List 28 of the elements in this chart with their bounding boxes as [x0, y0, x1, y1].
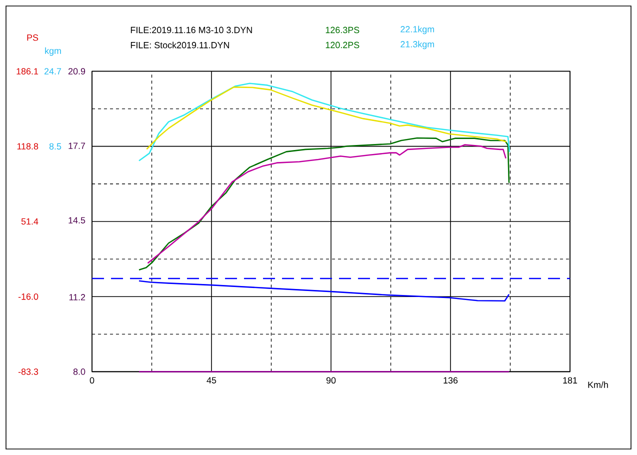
- y3-tick-label: 17.7: [68, 142, 86, 149]
- x-tick-label: 181: [563, 377, 578, 384]
- text: 21.3kgm: [400, 40, 434, 50]
- y-tick-label: 51.4: [21, 218, 38, 225]
- line-series: [146, 86, 508, 150]
- y-tick-label: -16.0: [18, 293, 38, 300]
- y3-tick-label: 14.5: [68, 217, 86, 224]
- x-tick-label: 90: [326, 377, 336, 384]
- y2-tick-label: 24.7: [44, 68, 62, 74]
- y-tick-label: 118.8: [17, 143, 38, 150]
- x-axis-title: Km/h: [588, 381, 608, 388]
- text: 120.2PS: [326, 42, 360, 48]
- x-tick-label: 0: [90, 377, 94, 384]
- y-tick-label: 186.1: [16, 68, 38, 74]
- line-series: [138, 82, 510, 162]
- y3-tick-label: 20.9: [68, 68, 86, 74]
- y2-axis-title: kgm: [45, 47, 61, 56]
- text: FILE: Stock2019.11.DYN: [130, 42, 229, 48]
- text: 126.3PS: [326, 26, 360, 34]
- y3-tick-label: 8.0: [73, 368, 86, 375]
- text: FILE:2019.11.16 M3-10 3.DYN: [130, 26, 252, 34]
- y-axis-title: PS: [27, 34, 38, 41]
- x-tick-label: 136: [444, 377, 458, 384]
- y3-tick-label: 11.2: [69, 294, 86, 300]
- y-tick-label: -83.3: [18, 368, 38, 375]
- text: 22.1kgm: [400, 26, 434, 34]
- x-tick-label: 45: [206, 377, 216, 384]
- y2-tick-label: 8.5: [49, 143, 62, 150]
